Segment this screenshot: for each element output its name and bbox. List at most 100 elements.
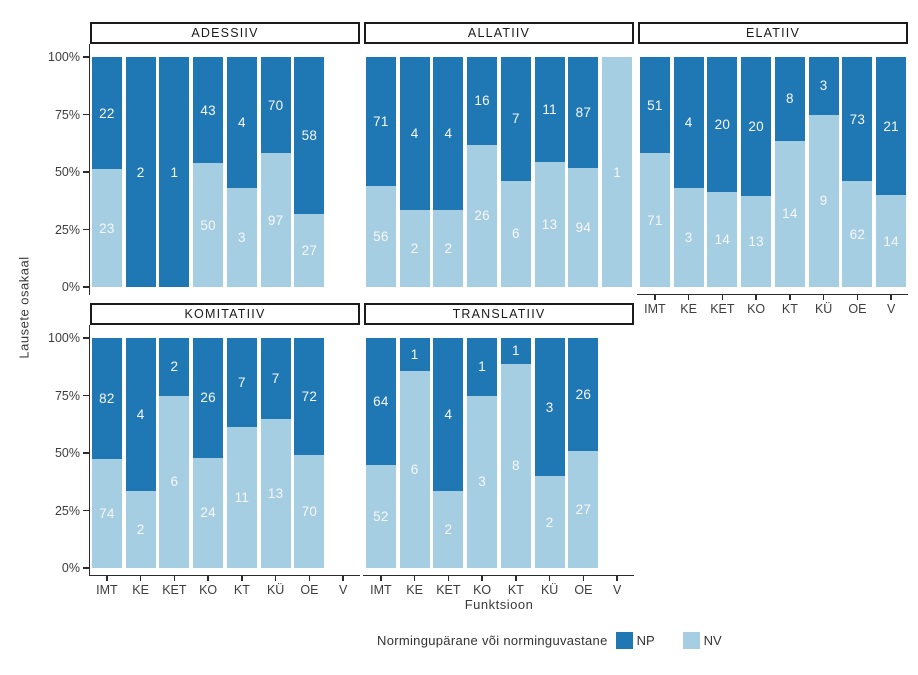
y-tick [83, 337, 89, 339]
bar-segment-nv: 27 [568, 450, 599, 568]
bar-segment-nv: 6 [500, 180, 531, 287]
bar-value-label: 64 [373, 393, 389, 409]
bar-value-label: 4 [136, 407, 145, 423]
bar-segment-np: 16 [467, 57, 498, 145]
bar-segment-np: 4 [673, 57, 704, 189]
x-tick [721, 295, 724, 300]
bar-segment-nv: 23 [91, 169, 122, 287]
x-tick [822, 295, 825, 300]
y-axis-line [89, 325, 91, 576]
x-tick-label: KO [473, 583, 492, 597]
x-tick-label: KT [233, 583, 250, 597]
bar-value-label: 6 [170, 474, 179, 490]
bar-segment-np: 1 [500, 338, 531, 364]
bar-value-label: 94 [575, 219, 592, 235]
bar-value-label: 7 [271, 370, 280, 386]
bar-value-label: 23 [99, 220, 115, 236]
stacked-bar-oe: 73 62 [842, 57, 873, 287]
bar-value-label: 1 [478, 359, 487, 375]
bar-value-label: 24 [200, 505, 216, 521]
bar-segment-np: 7 [500, 57, 531, 181]
x-tick [106, 576, 108, 581]
legend-key-nv: NV [682, 631, 722, 649]
stacked-bar-oe: 87 94 [568, 57, 599, 287]
bar-value-label: 3 [684, 230, 693, 246]
bar-value-label: 6 [410, 461, 419, 477]
x-tick-label: KÜ [540, 583, 559, 597]
bar-value-label: 21 [883, 118, 899, 134]
y-tick-label: 25% [54, 222, 80, 237]
bar-value-label: 14 [883, 233, 899, 249]
y-tick [83, 567, 89, 569]
legend-title: Normingupärane või norminguvastane [377, 632, 608, 648]
bar-value-label: 7 [237, 375, 246, 391]
bar-segment-nv: 70 [294, 454, 325, 568]
bar-value-label: 1 [170, 164, 179, 180]
bar-value-label: 56 [373, 228, 389, 244]
stacked-bar-imt: 82 74 [91, 338, 122, 568]
stacked-bar-ket: 1 [159, 57, 190, 287]
bar-value-label: 3 [478, 474, 487, 490]
x-tick [207, 576, 209, 581]
x-tick [789, 295, 791, 300]
bar-value-label: 6 [511, 226, 520, 242]
bar-value-label: 72 [301, 388, 318, 404]
stacked-bar-imt: 51 71 [639, 57, 670, 287]
y-axis-title: Lausete osakaal [16, 256, 32, 359]
bar-value-label: 43 [200, 102, 216, 118]
bar-value-label: 2 [410, 241, 419, 257]
y-tick [83, 113, 89, 116]
x-tick [616, 576, 618, 581]
bar-segment-nv: 62 [842, 181, 873, 287]
x-axis-line [89, 574, 360, 576]
bar-segment-np: 87 [568, 57, 599, 168]
bar-value-label: 87 [575, 104, 592, 120]
x-tick [755, 295, 757, 300]
bar-segment-nv: 2 [399, 210, 430, 287]
y-tick [83, 452, 89, 454]
bar-value-label: 3 [237, 230, 246, 246]
bar-value-label: 4 [684, 115, 693, 131]
bar-segment-np: 64 [365, 338, 396, 465]
bar-segment-nv: 94 [568, 167, 599, 287]
bar-segment-nv: 24 [193, 457, 224, 568]
bar-segment-nv: 3 [673, 188, 704, 287]
x-tick-label: IMT [370, 583, 392, 597]
x-tick [380, 576, 382, 581]
facet-panel: IMT KE KET KO KT KÜ OE V 51 71 4 3 20 14 20 13 8 14 3 9 73 62… [637, 44, 908, 316]
bar-segment-np: 4 [433, 338, 464, 492]
bar-value-label: 8 [785, 91, 794, 107]
y-tick-label: 0% [61, 561, 80, 575]
stacked-bar-ko: 26 24 [193, 338, 224, 568]
bar-segment-nv: 71 [639, 153, 670, 287]
bar-segment-np: 4 [433, 57, 464, 211]
x-tick-label: KÜ [814, 302, 833, 316]
stacked-bar-kt: 7 11 [226, 338, 257, 568]
x-tick-label: IMT [96, 583, 118, 597]
bar-value-label: 62 [849, 226, 866, 242]
x-tick-label: KET [436, 583, 461, 597]
bar-value-label: 97 [267, 212, 284, 228]
bar-segment-np: 1 [467, 338, 498, 396]
stacked-bar-ko: 43 50 [193, 57, 224, 287]
facet-strip: ADESSIIV [90, 22, 360, 44]
x-tick-label: V [338, 583, 348, 597]
x-tick-label: KE [406, 583, 423, 597]
bar-segment-np: 4 [125, 338, 156, 492]
bar-segment-np: 2 [159, 338, 190, 396]
x-tick-label: OE [848, 302, 867, 316]
bar-value-label: 3 [545, 399, 554, 415]
bar-segment-nv: 50 [193, 163, 224, 287]
bar-segment-nv: 6 [399, 370, 430, 568]
bar-segment-np: 1 [159, 57, 190, 287]
bar-segment-nv: 8 [500, 363, 531, 568]
stacked-bar-kü: 7 13 [260, 338, 291, 568]
bar-segment-np: 3 [808, 57, 839, 115]
bar-value-label: 51 [647, 97, 663, 113]
bar-segment-np: 26 [568, 338, 599, 451]
bar-value-label: 20 [714, 117, 731, 133]
